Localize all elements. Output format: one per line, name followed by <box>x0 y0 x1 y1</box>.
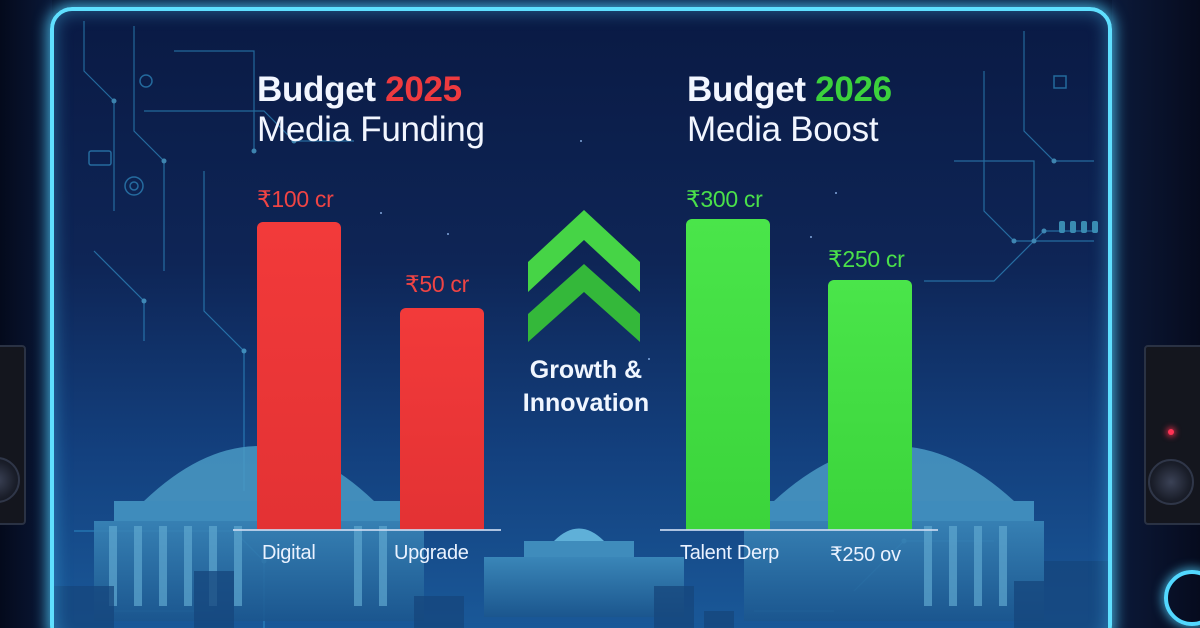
right-speaker <box>1144 345 1200 525</box>
star-icon <box>810 236 812 238</box>
heading-title: Budget 2026 <box>687 70 892 109</box>
speaker-led-icon <box>1168 429 1174 435</box>
category-label: ₹250 ov <box>830 544 901 566</box>
bar-digital <box>257 222 341 530</box>
star-icon <box>580 140 582 142</box>
speaker-cone-icon <box>1148 459 1194 505</box>
bar-value-label: ₹50 cr <box>405 271 469 297</box>
heading-subtitle: Media Boost <box>687 110 879 149</box>
category-label: Talent Derp <box>680 542 779 564</box>
bar-upgrade <box>400 308 484 530</box>
year-2025: 2025 <box>385 70 462 109</box>
star-icon <box>835 192 837 194</box>
right-baseline <box>660 529 938 531</box>
right-dark-margin <box>1112 0 1200 628</box>
star-icon <box>648 358 650 360</box>
neon-frame <box>50 7 1112 628</box>
category-label: Upgrade <box>394 542 469 564</box>
year-2026: 2026 <box>815 70 892 109</box>
bar-value-label: ₹100 cr <box>257 186 334 212</box>
left-speaker <box>0 345 26 525</box>
speaker-cone-icon <box>0 457 20 503</box>
budget-2025-heading: Budget 2025 Media Funding <box>257 70 485 150</box>
category-label: Digital <box>262 542 316 564</box>
heading-subtitle: Media Funding <box>257 110 485 149</box>
star-icon <box>380 212 382 214</box>
growth-innovation-label: Growth & Innovation <box>522 356 650 417</box>
left-dark-margin <box>0 0 52 628</box>
bar-value-label: ₹300 cr <box>686 186 763 212</box>
star-icon <box>447 233 449 235</box>
bar-talent <box>686 219 770 530</box>
bar-value-label: ₹250 cr <box>828 246 905 272</box>
budget-2026-heading: Budget 2026 Media Boost <box>687 70 892 150</box>
left-baseline <box>233 529 501 531</box>
glow-ring-icon <box>1164 570 1200 626</box>
double-chevron-up-icon <box>528 210 640 342</box>
heading-title: Budget 2025 <box>257 70 462 109</box>
bar-second-2026 <box>828 280 912 530</box>
